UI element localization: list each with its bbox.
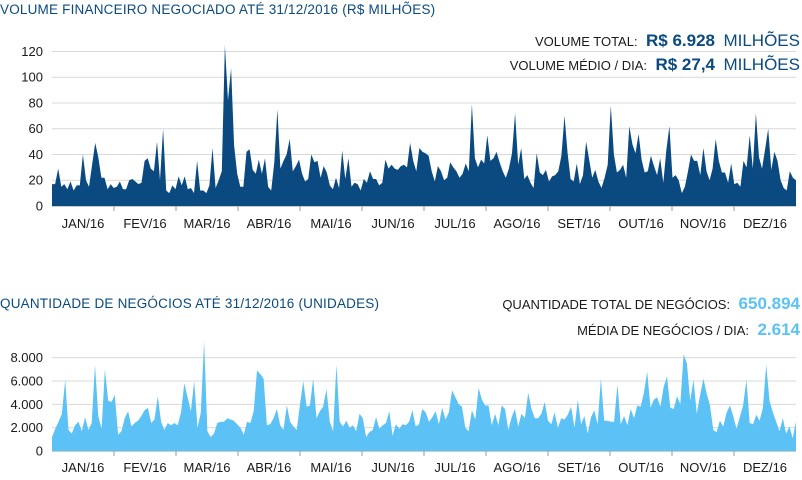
volume-x-tick-label: ABR/16 xyxy=(247,216,292,231)
trades-average-value: 2.614 xyxy=(757,320,800,339)
volume-x-tick-label: OUT/16 xyxy=(618,216,664,231)
volume-chart-plot-area xyxy=(52,45,796,206)
trades-x-tick-label: FEV/16 xyxy=(123,460,166,475)
trades-x-tick-label: NOV/16 xyxy=(680,460,726,475)
volume-average-unit: MILHÕES xyxy=(723,55,800,74)
trades-y-tick-label: 2.000 xyxy=(10,420,43,435)
volume-chart-y-axis: 0 20 40 60 80 100 120 xyxy=(21,44,43,214)
volume-total-unit: MILHÕES xyxy=(723,31,800,50)
trades-total-stat: QUANTIDADE TOTAL DE NEGÓCIOS: 650.894 xyxy=(502,294,800,313)
trades-series-area xyxy=(52,341,796,451)
trades-x-tick-label: JUN/16 xyxy=(371,460,414,475)
volume-average-label: VOLUME MÉDIO / DIA: xyxy=(510,58,647,73)
volume-average-stat: VOLUME MÉDIO / DIA: R$ 27,4 MILHÕES xyxy=(510,55,800,74)
volume-x-tick-label: DEZ/16 xyxy=(743,216,787,231)
trades-chart-title: QUANTIDADE DE NEGÓCIOS ATÉ 31/12/2016 (U… xyxy=(0,296,379,311)
trades-total-label: QUANTIDADE TOTAL DE NEGÓCIOS: xyxy=(502,297,730,312)
volume-x-tick-label: NOV/16 xyxy=(680,216,726,231)
volume-x-tick-label: JAN/16 xyxy=(62,216,105,231)
trades-chart-x-axis: JAN/16 FEV/16 MAR/16 ABR/16 MAI/16 JUN/16 JUL/… xyxy=(62,451,787,475)
volume-y-tick-label: 60 xyxy=(29,121,43,136)
trades-x-tick-label: SET/16 xyxy=(557,460,600,475)
volume-x-tick-label: MAR/16 xyxy=(184,216,231,231)
volume-total-label: VOLUME TOTAL: xyxy=(535,34,638,49)
trades-total-value: 650.894 xyxy=(739,294,801,313)
volume-total-value: R$ 6.928 xyxy=(646,31,715,50)
volume-chart: VOLUME FINANCEIRO NEGOCIADO ATÉ 31/12/20… xyxy=(0,2,800,231)
volume-x-tick-label: SET/16 xyxy=(557,216,600,231)
volume-x-tick-label: JUL/16 xyxy=(434,216,475,231)
trades-average-stat: MÉDIA DE NEGÓCIOS / DIA: 2.614 xyxy=(577,320,800,339)
volume-x-tick-label: JUN/16 xyxy=(371,216,414,231)
trades-x-tick-label: ABR/16 xyxy=(247,460,292,475)
trades-chart: QUANTIDADE DE NEGÓCIOS ATÉ 31/12/2016 (U… xyxy=(0,294,801,475)
volume-total-stat: VOLUME TOTAL: R$ 6.928 MILHÕES xyxy=(535,31,800,50)
trades-x-tick-label: JUL/16 xyxy=(434,460,475,475)
volume-y-tick-label: 0 xyxy=(36,199,43,214)
volume-y-tick-label: 40 xyxy=(29,147,43,162)
volume-y-tick-label: 100 xyxy=(21,70,43,85)
volume-chart-x-axis: JAN/16 FEV/16 MAR/16 ABR/16 MAI/16 JUN/16 JUL/… xyxy=(62,206,787,231)
trades-y-tick-label: 8.000 xyxy=(10,350,43,365)
volume-x-tick-label: FEV/16 xyxy=(123,216,166,231)
volume-x-tick-label: AGO/16 xyxy=(494,216,541,231)
volume-average-value: R$ 27,4 xyxy=(655,55,715,74)
trades-y-tick-label: 6.000 xyxy=(10,374,43,389)
volume-y-tick-label: 120 xyxy=(21,44,43,59)
trades-x-tick-label: JAN/16 xyxy=(62,460,105,475)
trades-y-tick-label: 4.000 xyxy=(10,397,43,412)
volume-y-tick-label: 20 xyxy=(29,173,43,188)
trades-x-tick-label: MAI/16 xyxy=(310,460,351,475)
volume-series-area xyxy=(52,45,796,206)
trades-x-tick-label: MAR/16 xyxy=(184,460,231,475)
trades-x-tick-label: DEZ/16 xyxy=(743,460,787,475)
trades-chart-y-axis: 0 2.000 4.000 6.000 8.000 xyxy=(10,350,43,458)
volume-x-tick-label: MAI/16 xyxy=(310,216,351,231)
trades-x-tick-label: AGO/16 xyxy=(494,460,541,475)
trades-x-tick-label: OUT/16 xyxy=(618,460,664,475)
volume-y-tick-label: 80 xyxy=(29,95,43,110)
trades-average-label: MÉDIA DE NEGÓCIOS / DIA: xyxy=(577,323,749,338)
trades-chart-plot-area xyxy=(52,341,796,451)
volume-chart-title: VOLUME FINANCEIRO NEGOCIADO ATÉ 31/12/20… xyxy=(0,2,435,17)
trades-y-tick-label: 0 xyxy=(36,444,43,459)
